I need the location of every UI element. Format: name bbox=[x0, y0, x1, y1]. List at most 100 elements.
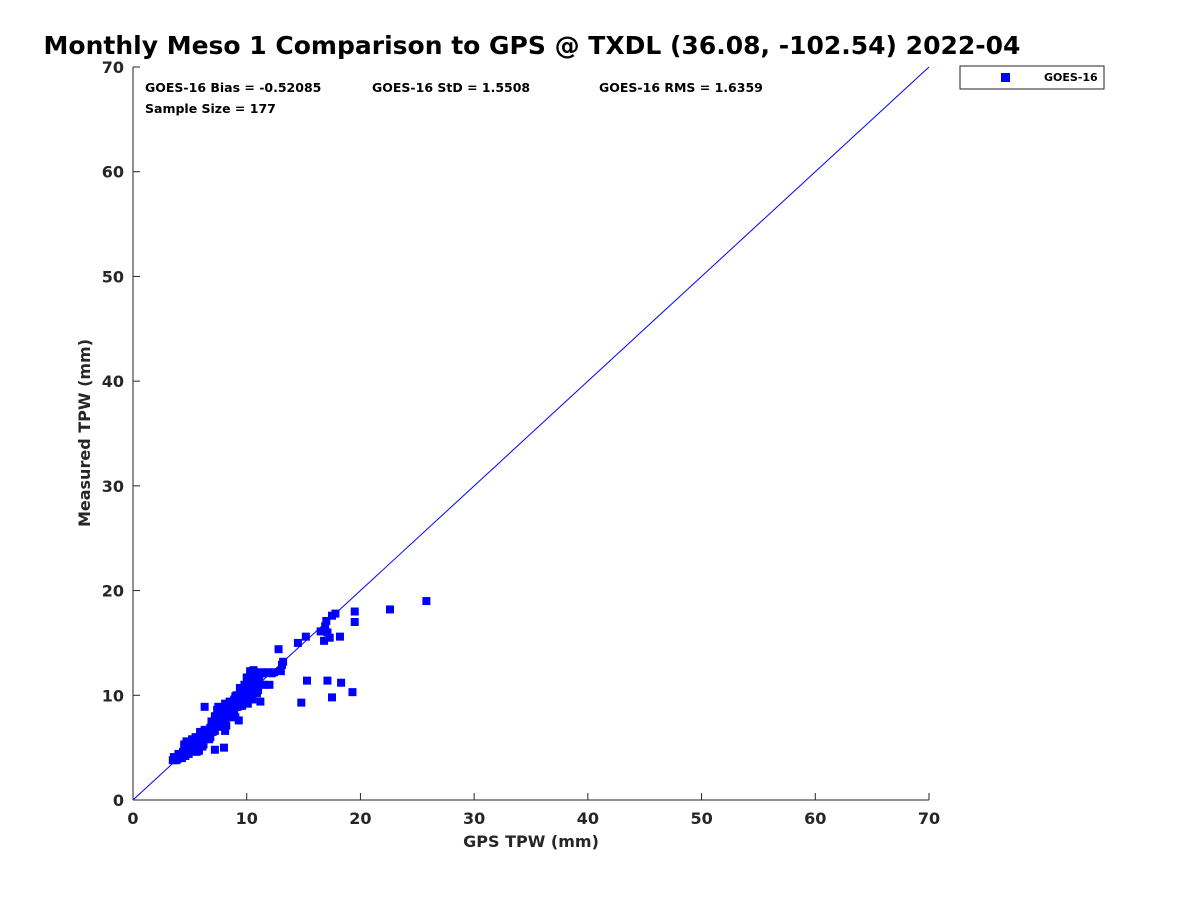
data-point bbox=[210, 745, 219, 754]
data-point bbox=[240, 680, 249, 689]
data-point bbox=[232, 691, 241, 700]
data-point bbox=[320, 636, 329, 645]
data-point bbox=[350, 617, 359, 626]
data-point bbox=[385, 605, 394, 614]
data-point bbox=[348, 688, 357, 697]
data-point bbox=[335, 632, 344, 641]
x-tick-label: 10 bbox=[236, 809, 258, 828]
data-point bbox=[172, 756, 181, 765]
x-ticks: 0 10 20 30 40 50 60 70 bbox=[127, 793, 940, 828]
data-point bbox=[208, 727, 217, 736]
x-tick-label: 50 bbox=[690, 809, 712, 828]
data-point bbox=[259, 680, 268, 689]
x-tick-label: 0 bbox=[127, 809, 138, 828]
data-point bbox=[217, 704, 226, 713]
data-point bbox=[193, 744, 202, 753]
data-point bbox=[237, 701, 246, 710]
data-point bbox=[219, 743, 228, 752]
data-point bbox=[270, 668, 279, 677]
y-tick-label: 70 bbox=[102, 58, 124, 77]
data-point bbox=[321, 622, 330, 631]
one-to-one-line bbox=[132, 66, 930, 801]
data-point bbox=[176, 752, 185, 761]
data-point bbox=[243, 685, 252, 694]
bias-stat: GOES-16 Bias = -0.52085 bbox=[145, 80, 321, 95]
data-point bbox=[323, 628, 332, 637]
data-point bbox=[218, 722, 227, 731]
x-tick-label: 30 bbox=[463, 809, 485, 828]
x-tick-label: 60 bbox=[804, 809, 826, 828]
data-point bbox=[196, 727, 205, 736]
y-tick-label: 50 bbox=[102, 267, 124, 286]
y-tick-label: 60 bbox=[102, 163, 124, 182]
data-point bbox=[210, 712, 219, 721]
rms-stat: GOES-16 RMS = 1.6359 bbox=[599, 80, 763, 95]
x-tick-label: 40 bbox=[577, 809, 599, 828]
chart-title: Monthly Meso 1 Comparison to GPS @ TXDL … bbox=[44, 31, 1021, 60]
data-point bbox=[274, 645, 283, 654]
data-point bbox=[257, 669, 266, 678]
data-point bbox=[244, 676, 253, 685]
data-point bbox=[207, 717, 216, 726]
data-point bbox=[225, 698, 234, 707]
data-point bbox=[276, 667, 285, 676]
data-point bbox=[234, 716, 243, 725]
y-tick-label: 40 bbox=[102, 372, 124, 391]
data-point bbox=[302, 676, 311, 685]
data-point bbox=[243, 699, 252, 708]
data-point bbox=[301, 632, 310, 641]
data-point bbox=[263, 668, 272, 677]
data-points bbox=[168, 597, 431, 765]
data-point bbox=[323, 676, 332, 685]
data-point bbox=[254, 678, 263, 687]
std-stat: GOES-16 StD = 1.5508 bbox=[372, 80, 530, 95]
x-tick-label: 20 bbox=[349, 809, 371, 828]
y-tick-label: 0 bbox=[113, 791, 124, 810]
data-point bbox=[293, 638, 302, 647]
data-point bbox=[224, 713, 233, 722]
data-point bbox=[422, 597, 431, 606]
data-point bbox=[221, 726, 230, 735]
data-point bbox=[200, 702, 209, 711]
data-point bbox=[322, 616, 331, 625]
data-point bbox=[196, 737, 205, 746]
data-point bbox=[235, 683, 244, 692]
data-point bbox=[249, 666, 258, 675]
y-axis-label: Measured TPW (mm) bbox=[75, 339, 94, 527]
data-point bbox=[206, 733, 215, 742]
data-point bbox=[246, 694, 255, 703]
data-point bbox=[221, 699, 230, 708]
data-point bbox=[198, 742, 207, 751]
plot-area: 0 10 20 30 40 50 60 70 0 10 20 30 40 50 60 70 bbox=[102, 58, 940, 828]
y-tick-label: 10 bbox=[102, 686, 124, 705]
legend: GOES-16 bbox=[959, 65, 1105, 90]
y-tick-label: 30 bbox=[102, 477, 124, 496]
data-point bbox=[337, 678, 346, 687]
sample-size-stat: Sample Size = 177 bbox=[145, 101, 276, 116]
data-point bbox=[212, 717, 221, 726]
data-point bbox=[227, 706, 236, 715]
data-point bbox=[277, 660, 286, 669]
data-point bbox=[239, 693, 248, 702]
data-point bbox=[265, 680, 274, 689]
legend-marker bbox=[1001, 73, 1010, 82]
data-point bbox=[328, 693, 336, 702]
data-point bbox=[350, 607, 359, 616]
legend-box bbox=[959, 65, 1105, 90]
data-point bbox=[233, 696, 242, 705]
x-axis-label: GPS TPW (mm) bbox=[463, 832, 599, 851]
data-point bbox=[251, 672, 260, 681]
data-point bbox=[189, 744, 198, 753]
data-point bbox=[252, 689, 261, 698]
data-point bbox=[256, 697, 265, 706]
data-point bbox=[201, 733, 210, 742]
data-point bbox=[316, 627, 325, 636]
data-point bbox=[331, 609, 340, 618]
data-point bbox=[200, 725, 209, 734]
data-point bbox=[297, 698, 306, 707]
y-tick-label: 20 bbox=[102, 582, 124, 601]
data-point bbox=[325, 633, 334, 642]
data-point bbox=[217, 709, 226, 718]
legend-label: GOES-16 bbox=[1044, 71, 1098, 84]
